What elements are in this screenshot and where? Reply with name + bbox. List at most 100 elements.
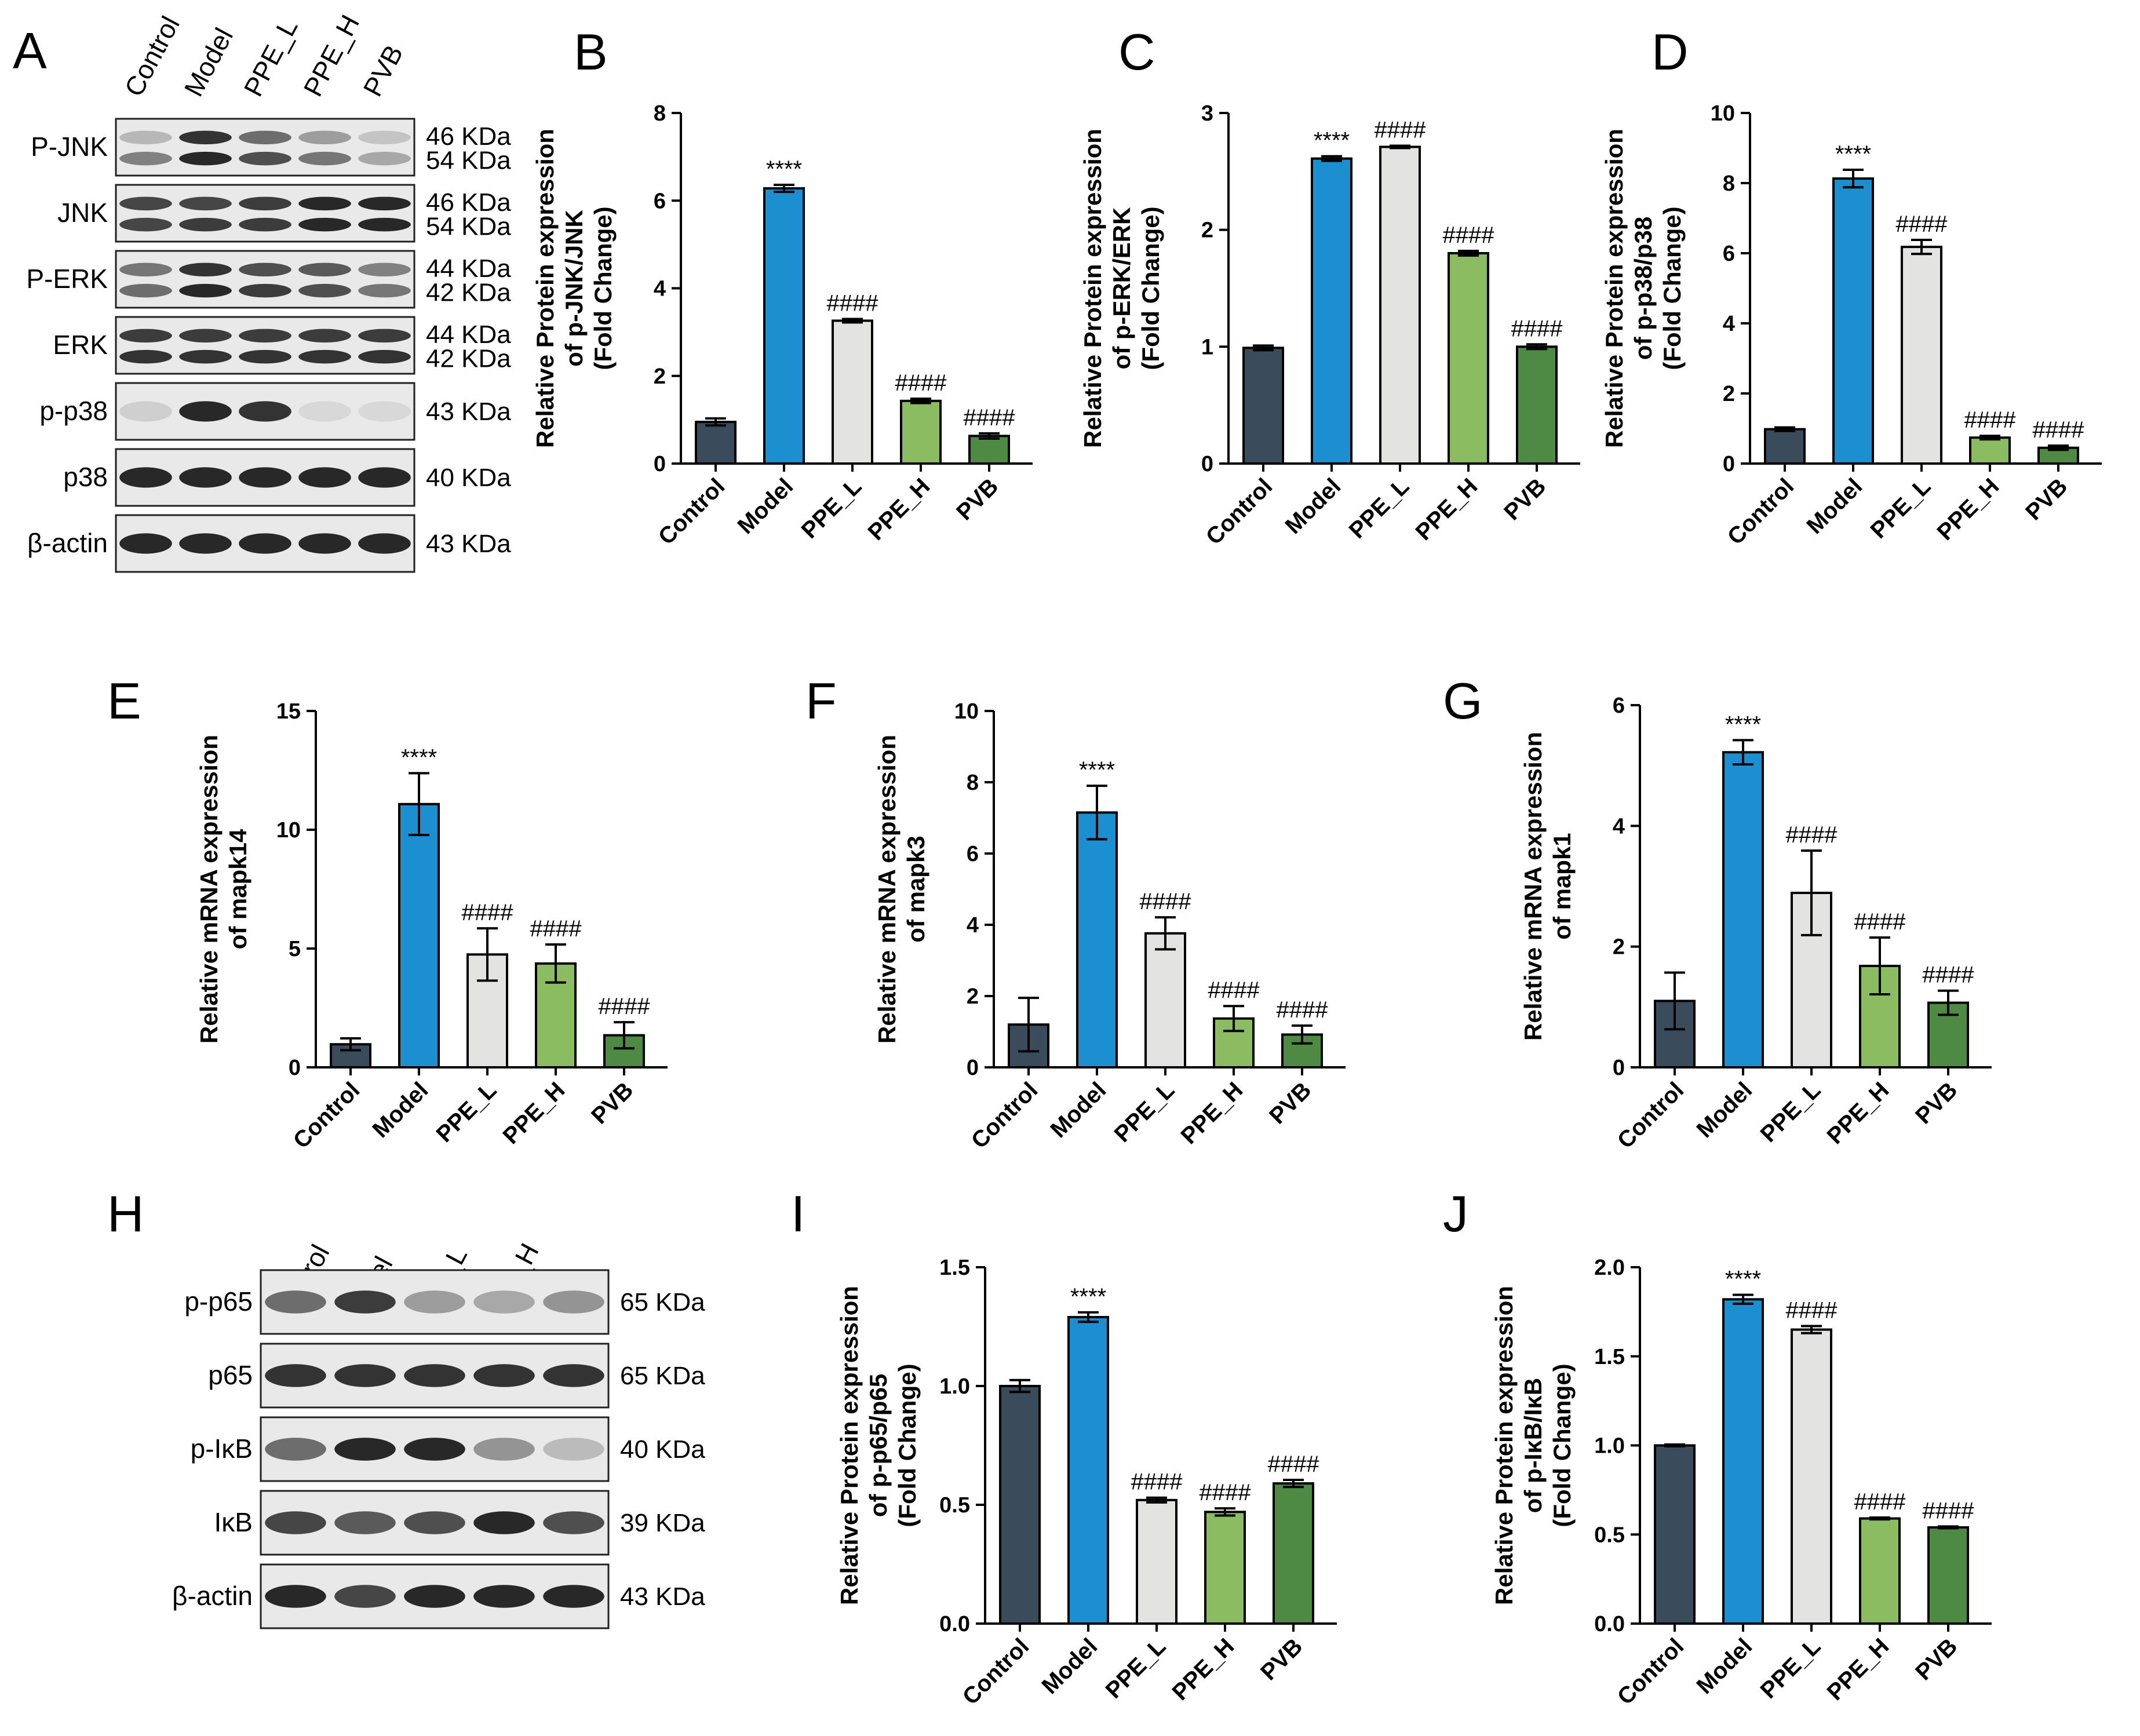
bar-ppe_h (1448, 252, 1489, 465)
blot-band (298, 151, 351, 166)
x-tick-label: Control (289, 1077, 365, 1154)
x-tick-label: PPE_H (1410, 473, 1482, 545)
bar-pvb (968, 435, 1010, 465)
bar-ppe_h (1204, 1511, 1246, 1625)
blot-strip (115, 250, 415, 309)
significance-label: #### (462, 900, 514, 925)
x-tick-label: PPE_L (1101, 1633, 1171, 1704)
y-axis-label: Relative mRNA expression (195, 735, 223, 1044)
y-tick-label: 0 (967, 1056, 979, 1080)
blot-band (119, 329, 172, 343)
significance-label: #### (1208, 978, 1260, 1003)
blot-band (239, 196, 291, 211)
x-tick-label: PPE_L (1110, 1077, 1180, 1147)
y-tick-label: 0.5 (1594, 1523, 1625, 1547)
y-axis-label: Relative Protein expression (1601, 129, 1628, 448)
significance-label: #### (2033, 417, 2085, 443)
x-tick-label: PPE_L (1344, 473, 1414, 544)
blot-band (543, 1511, 604, 1534)
bar-ppe_h (1859, 1517, 1901, 1625)
blot-row-label: β-actin (27, 528, 108, 558)
significance-label: **** (766, 156, 802, 182)
y-tick-label: 10 (954, 699, 979, 724)
y-tick-label: 8 (1723, 172, 1735, 196)
y-axis-label: of mapk14 (224, 829, 251, 949)
blot-kda-label: 65 KDa (620, 1288, 705, 1316)
significance-label: **** (1725, 1267, 1761, 1292)
blot-band (265, 1290, 326, 1314)
blot-band (543, 1438, 604, 1461)
y-axis-label: (Fold Change) (1658, 206, 1686, 370)
blot-row-label: p-p38 (39, 396, 108, 426)
bar-pvb (1927, 1526, 1969, 1625)
y-tick-label: 4 (1723, 312, 1735, 336)
blot-lane-label: PPE_L (238, 14, 303, 101)
blot-kda-label: 39 KDa (620, 1509, 705, 1537)
blot-band (358, 533, 411, 554)
bar-ppe_h (1969, 436, 2011, 465)
blot-row-label: p-p65 (184, 1286, 253, 1316)
blot-lane-label: PVB (357, 40, 409, 101)
blot-band (298, 217, 351, 232)
blot-band (179, 349, 232, 364)
bar-control (1242, 347, 1284, 465)
significance-label: #### (1140, 889, 1192, 914)
y-axis-label: (Fold Change) (1548, 1363, 1576, 1527)
blot-band (358, 262, 411, 277)
blot-band (265, 1364, 326, 1387)
bar-model (1722, 1298, 1764, 1625)
y-tick-label: 6 (654, 189, 666, 213)
x-tick-label: PPE_L (1756, 1077, 1826, 1147)
blot-band (179, 329, 232, 343)
blot-band (404, 1438, 465, 1461)
bar-control (1764, 428, 1806, 465)
blot-band (119, 217, 172, 232)
y-tick-label: 4 (1613, 814, 1625, 838)
blot-band (358, 283, 411, 298)
bar-model (763, 187, 805, 465)
blot-band (334, 1364, 396, 1387)
blot-band (358, 329, 411, 343)
x-tick-label: Model (1281, 473, 1346, 539)
x-tick-label: Control (1723, 473, 1799, 550)
significance-label: **** (1079, 757, 1115, 783)
significance-label: #### (1923, 1498, 1975, 1523)
x-tick-label: PPE_L (797, 473, 867, 544)
x-tick-label: Model (733, 473, 799, 539)
x-tick-label: PVB (1264, 1077, 1316, 1129)
blot-lane-label: Control (118, 11, 185, 101)
panel-letter-e: E (107, 672, 141, 730)
x-tick-label: PVB (2021, 473, 2072, 525)
y-tick-label: 1.5 (1594, 1345, 1625, 1369)
significance-label: **** (1314, 128, 1350, 154)
blot-band (239, 130, 291, 145)
bar-model (398, 803, 440, 1068)
blot-band (119, 467, 172, 488)
blot-band (179, 130, 232, 145)
blot-row-label: P-ERK (26, 264, 108, 294)
significance-label: #### (1854, 1489, 1906, 1515)
chart-panel-d: D 0 2 4 6 8 10 Relative Protein expression of p-… (1601, 23, 2102, 550)
x-tick-label: Model (1802, 473, 1868, 539)
panel-letter-a: A (13, 22, 47, 79)
blot-band (334, 1585, 396, 1608)
blot-row-label: IκB (214, 1507, 253, 1537)
blot-kda-label: 44 KDa (426, 254, 511, 283)
blot-row-label: p38 (63, 462, 108, 492)
bar-model (1722, 751, 1764, 1068)
blot-band (239, 467, 291, 488)
significance-label: #### (1511, 316, 1563, 341)
blot-band (473, 1438, 535, 1461)
y-axis-label: Relative Protein expression (1490, 1286, 1518, 1605)
x-tick-label: Control (1613, 1077, 1689, 1154)
blot-band (543, 1585, 604, 1608)
chart-panel-f: F 0 2 4 6 8 10 Relative mRNA expression of mapk3… (805, 672, 1346, 1154)
chart-panel-g: G 0 2 4 6 Relative mRNA expression of mapk1 Con… (1443, 672, 1992, 1154)
y-tick-label: 1.0 (1594, 1434, 1625, 1458)
blot-kda-label: 42 KDa (426, 278, 511, 307)
significance-label: #### (1786, 822, 1838, 848)
blot-kda-label: 46 KDa (426, 122, 511, 151)
y-axis-label: Relative Protein expression (531, 129, 559, 448)
